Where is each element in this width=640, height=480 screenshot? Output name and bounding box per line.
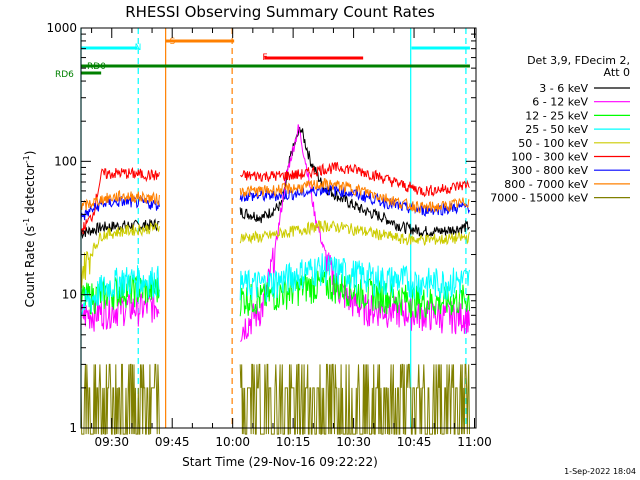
flag-label-N: N [135,43,142,53]
series-line-2-seg-0 [80,275,160,315]
series-line-4-seg-0 [80,221,160,288]
x-axis-label: Start Time (29-Nov-16 09:22:22) [182,455,378,469]
legend-label-0: 3 - 6 keV [539,82,588,95]
y-tick-label: 1 [69,421,77,435]
x-tick-label: 10:45 [397,435,432,449]
legend-label-4: 50 - 100 keV [518,137,588,150]
series-line-8-seg-0 [80,363,160,435]
chart-title: RHESSI Observing Summary Count Rates [125,3,435,21]
flag-label-F: F [262,53,267,63]
series-line-3-seg-1 [239,253,470,303]
legend-label-3: 25 - 50 keV [525,123,588,136]
plot-frame [80,27,477,429]
flag-label-RD0: RD0 [87,62,106,72]
legend-label-7: 800 - 7000 keV [504,178,588,191]
series-line-2-seg-1 [239,270,470,320]
ylabel-part-b: detector [23,163,37,218]
legend-header-0: Det 3,9, FDecim 2, [527,54,630,67]
series-line-5-seg-0 [80,166,160,235]
x-tick-label: 10:00 [215,435,250,449]
series-line-0-seg-1 [239,126,470,238]
legend-label-2: 12 - 25 keV [525,109,588,122]
series-line-1-seg-1 [240,124,470,342]
ylabel-sup-b: -1 [22,155,31,163]
ylabel-part-a: Count Rate (s [23,226,37,308]
series-line-7-seg-1 [239,177,470,214]
flag-label-S: S [170,37,176,47]
flag-label-RD6: RD6 [55,70,74,80]
series-line-6-seg-1 [239,184,470,217]
y-tick-label: 1000 [46,21,77,35]
x-tick-label: 10:30 [336,435,371,449]
series-line-7-seg-0 [80,189,160,211]
x-tick-label: 11:00 [457,435,492,449]
series-line-4-seg-1 [239,220,470,246]
footer-date: 1-Sep-2022 18:04 [564,467,636,476]
x-tick-label: 09:45 [155,435,190,449]
series-line-8-seg-1 [239,363,470,435]
legend-header-1: Att 0 [604,66,630,79]
y-axis-label: Count Rate (s-1 detector-1) [22,151,37,308]
series-line-5-seg-1 [240,161,470,198]
legend-label-8: 7000 - 15000 keV [490,192,588,205]
series-line-3-seg-0 [80,265,160,316]
legend-label-6: 300 - 800 keV [511,164,588,177]
ylabel-part-c: ) [23,151,37,156]
legend-label-5: 100 - 300 keV [511,151,588,164]
y-tick-label: 10 [62,288,77,302]
ylabel-sup-a: -1 [22,218,31,226]
legend-label-1: 6 - 12 keV [532,96,588,109]
y-tick-label: 100 [54,154,77,168]
x-tick-label: 09:30 [94,435,129,449]
svg-text:Count Rate (s-1 detector-1): Count Rate (s-1 detector-1) [22,151,37,308]
x-tick-label: 10:15 [276,435,311,449]
